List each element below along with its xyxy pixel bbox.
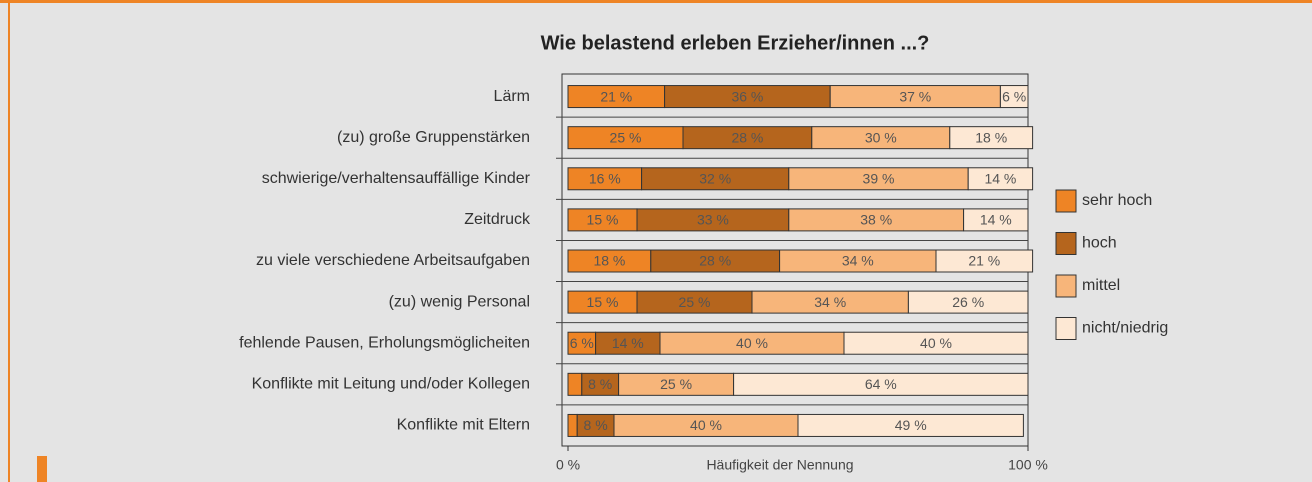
value-label: 34 % [842,253,874,269]
value-label: 21 % [968,253,1000,269]
value-label: 6 % [570,335,594,351]
y-tick-label: fehlende Pausen, Erholungsmöglicheiten [239,334,530,351]
x-tick-label: 100 % [1008,457,1048,473]
x-tick-label: 0 % [556,457,580,473]
value-label: 40 % [920,335,952,351]
bar-segment [843,331,1029,355]
value-label: 14 % [984,170,1016,186]
legend-swatch [1055,274,1077,298]
value-label: 33 % [697,212,729,228]
value-label: 26 % [952,294,984,310]
top-border [0,0,1312,3]
bar-segment [797,413,1024,437]
legend-label: hoch [1082,235,1117,252]
value-label: 18 % [975,129,1007,145]
value-label: 37 % [899,88,931,104]
legend-label: sehr hoch [1082,192,1152,209]
corner-mark [37,456,47,482]
value-label: 64 % [865,376,897,392]
bar-segment [963,208,1029,232]
value-label: 25 % [610,129,642,145]
value-label: 30 % [865,129,897,145]
bar-segment [949,126,1034,150]
value-label: 15 % [587,294,619,310]
y-tick-label: Konflikte mit Eltern [397,417,530,434]
value-label: 14 % [980,212,1012,228]
value-label: 40 % [736,335,768,351]
y-tick-label: schwierige/verhaltensauffällige Kinder [262,170,531,187]
legend-label: nicht/niedrig [1082,320,1168,337]
value-label: 14 % [612,335,644,351]
bar-segment [907,290,1029,314]
value-label: 15 % [587,212,619,228]
legend-label: mittel [1082,277,1120,294]
bar-segment [999,85,1029,109]
legend-swatch [1055,189,1077,213]
chart-title: Wie belastend erleben Erzieher/innen ...… [541,32,930,54]
value-label: 6 % [1002,88,1026,104]
y-tick-label: Konflikte mit Leitung und/oder Kollegen [252,376,530,393]
value-label: 8 % [584,417,608,433]
value-label: 28 % [731,129,763,145]
value-label: 38 % [860,212,892,228]
y-tick-label: zu viele verschiedene Arbeitsaufgaben [256,252,530,269]
value-label: 25 % [679,294,711,310]
value-label: 34 % [814,294,846,310]
bar-segment [567,372,583,396]
value-label: 40 % [690,417,722,433]
value-label: 16 % [589,170,621,186]
value-label: 18 % [593,253,625,269]
value-label: 36 % [731,88,763,104]
y-tick-label: Lärm [494,88,530,105]
value-label: 39 % [863,170,895,186]
value-label: 32 % [699,170,731,186]
y-tick-label: (zu) wenig Personal [389,293,530,310]
left-border [8,0,10,482]
value-label: 28 % [699,253,731,269]
bar-segment [967,167,1034,191]
y-tick-label: (zu) große Gruppenstärken [337,129,530,146]
bar-segment [733,372,1029,396]
legend-swatch [1055,232,1077,255]
value-label: 25 % [660,376,692,392]
value-label: 21 % [600,88,632,104]
x-axis-label: Häufigkeit der Nennung [706,457,853,473]
legend-swatch [1055,317,1077,340]
value-label: 8 % [588,376,612,392]
value-label: 49 % [895,417,927,433]
bar-segment [567,413,578,437]
bar-segment [935,249,1034,273]
y-tick-label: Zeitdruck [464,211,531,228]
